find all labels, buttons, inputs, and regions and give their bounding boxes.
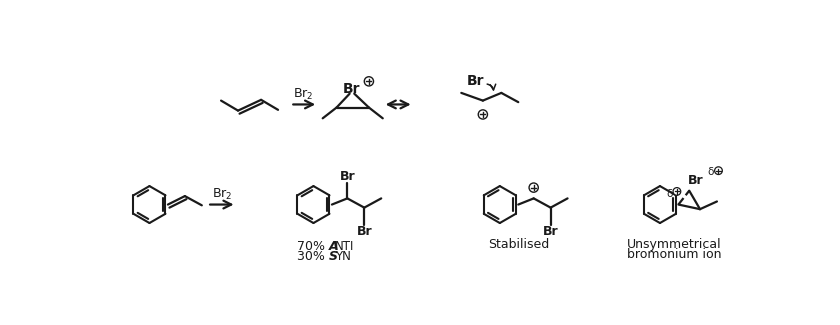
Circle shape <box>365 77 374 86</box>
Text: NTI: NTI <box>335 240 354 254</box>
Text: Stabilised: Stabilised <box>488 238 549 251</box>
Text: Unsymmetrical: Unsymmetrical <box>627 238 721 251</box>
Text: Br: Br <box>466 74 484 88</box>
Text: Br: Br <box>339 170 355 183</box>
Text: 70%: 70% <box>297 240 329 254</box>
Circle shape <box>673 188 680 195</box>
Text: YN: YN <box>335 250 351 263</box>
Text: Br$_2$: Br$_2$ <box>213 187 233 202</box>
Text: Br: Br <box>543 225 559 238</box>
Text: 30%: 30% <box>297 250 329 263</box>
Text: Br: Br <box>356 225 372 238</box>
Text: A: A <box>329 240 339 254</box>
Text: Br$_2$: Br$_2$ <box>293 87 313 102</box>
Text: bromonium ion: bromonium ion <box>627 248 721 261</box>
Text: δ: δ <box>666 189 672 199</box>
Text: Br: Br <box>344 82 360 96</box>
Text: Br: Br <box>688 174 703 187</box>
Circle shape <box>478 110 487 119</box>
Text: δ: δ <box>707 167 714 177</box>
Text: S: S <box>329 250 338 263</box>
Circle shape <box>715 167 722 175</box>
Circle shape <box>529 183 538 192</box>
